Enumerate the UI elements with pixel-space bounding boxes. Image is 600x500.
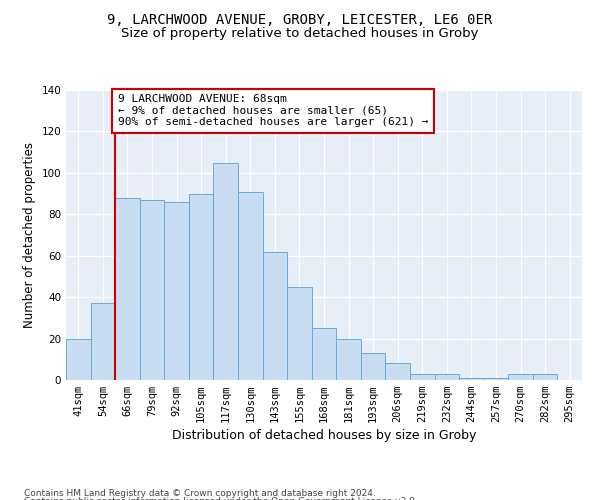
Text: Contains public sector information licensed under the Open Government Licence v3: Contains public sector information licen… bbox=[24, 497, 418, 500]
Text: Size of property relative to detached houses in Groby: Size of property relative to detached ho… bbox=[121, 28, 479, 40]
Bar bbox=[287, 287, 312, 380]
Y-axis label: Number of detached properties: Number of detached properties bbox=[23, 142, 36, 328]
Bar bbox=[189, 194, 214, 380]
Bar bbox=[164, 202, 189, 380]
Bar bbox=[533, 374, 557, 380]
Bar bbox=[312, 328, 336, 380]
Bar bbox=[434, 374, 459, 380]
Bar bbox=[140, 200, 164, 380]
X-axis label: Distribution of detached houses by size in Groby: Distribution of detached houses by size … bbox=[172, 430, 476, 442]
Bar bbox=[410, 374, 434, 380]
Bar bbox=[263, 252, 287, 380]
Bar bbox=[115, 198, 140, 380]
Bar bbox=[459, 378, 484, 380]
Bar bbox=[336, 338, 361, 380]
Bar bbox=[508, 374, 533, 380]
Bar bbox=[385, 364, 410, 380]
Text: 9 LARCHWOOD AVENUE: 68sqm
← 9% of detached houses are smaller (65)
90% of semi-d: 9 LARCHWOOD AVENUE: 68sqm ← 9% of detach… bbox=[118, 94, 428, 128]
Text: Contains HM Land Registry data © Crown copyright and database right 2024.: Contains HM Land Registry data © Crown c… bbox=[24, 488, 376, 498]
Bar bbox=[91, 304, 115, 380]
Bar bbox=[66, 338, 91, 380]
Bar bbox=[238, 192, 263, 380]
Bar bbox=[361, 353, 385, 380]
Text: 9, LARCHWOOD AVENUE, GROBY, LEICESTER, LE6 0ER: 9, LARCHWOOD AVENUE, GROBY, LEICESTER, L… bbox=[107, 12, 493, 26]
Bar bbox=[214, 162, 238, 380]
Bar bbox=[484, 378, 508, 380]
